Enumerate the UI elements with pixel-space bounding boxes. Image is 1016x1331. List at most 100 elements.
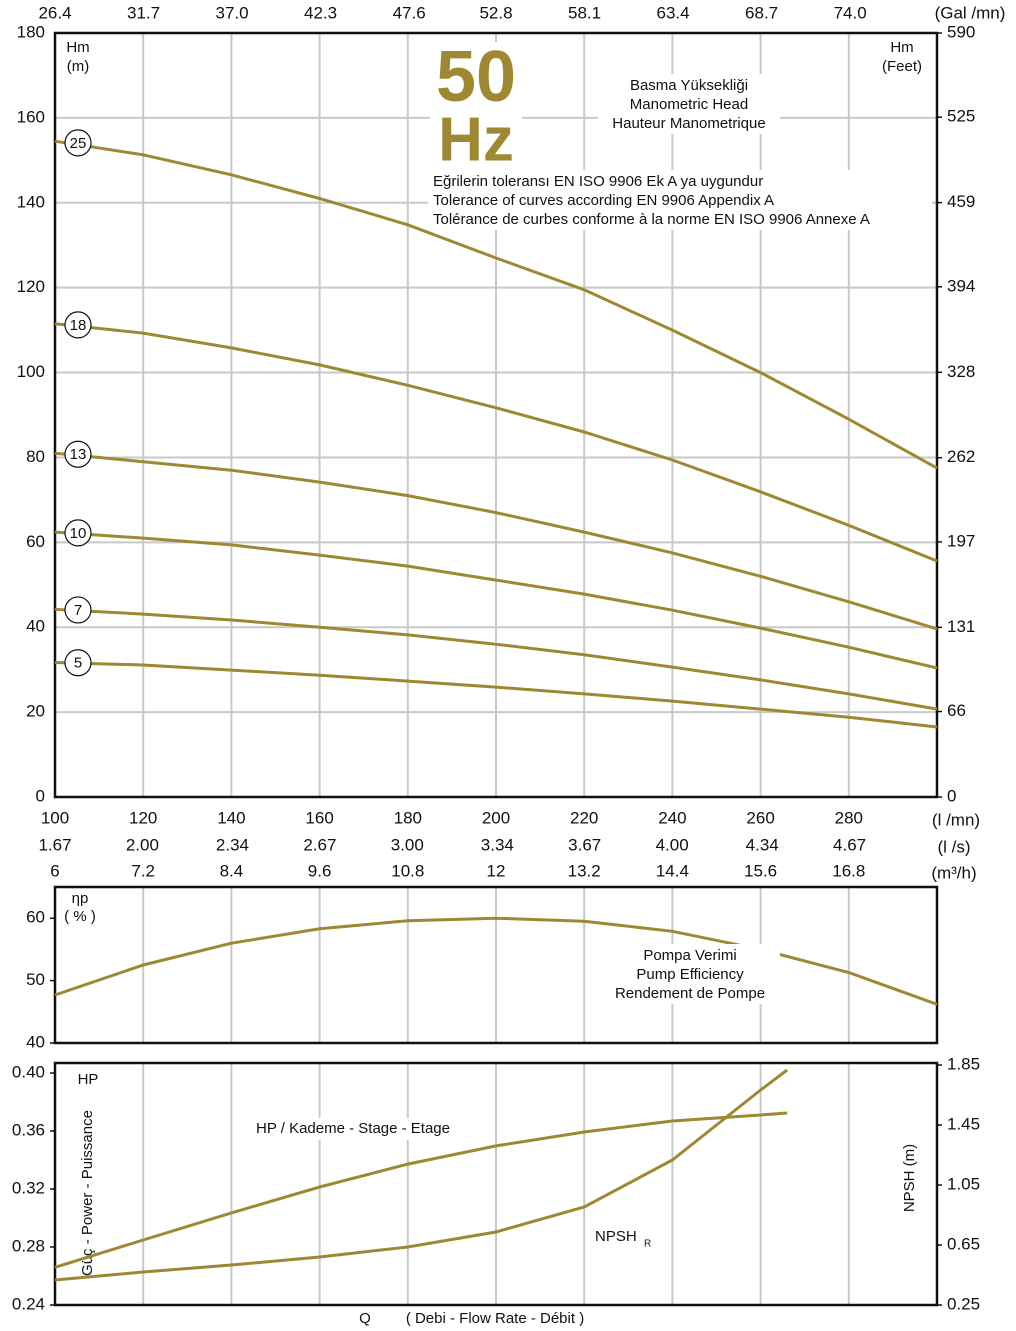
note: Manometric Head [630, 96, 748, 113]
y-tick-label: 60 [26, 532, 45, 551]
y-tick-label: 0.32 [12, 1178, 45, 1197]
head-curve [54, 322, 938, 563]
head-curve [54, 530, 938, 670]
y-axis-label: (m) [67, 58, 90, 75]
x-tick-label: 8.4 [220, 861, 244, 880]
y-tick-label: 0.28 [12, 1236, 45, 1255]
x-tick-label: 3.34 [481, 835, 514, 854]
series-label: HP / Kademe - Stage - Etage [256, 1120, 450, 1137]
y2-tick-label: 1.45 [947, 1114, 980, 1133]
plot-frame [53, 1061, 939, 1307]
note: Tolerance of curves according EN 9906 Ap… [433, 192, 774, 209]
stage-label: 7 [74, 602, 82, 619]
x-tick-label: 7.2 [131, 861, 155, 880]
note: Basma Yüksekliği [630, 77, 748, 94]
note: Tolérance de curbes conforme à la norme … [433, 211, 870, 228]
power-curve [54, 1111, 788, 1269]
y2-tick-label: 590 [947, 22, 975, 41]
head-curve [54, 661, 938, 729]
stage-label: 13 [70, 446, 87, 463]
y-tick-label: 50 [26, 970, 45, 989]
y2-tick-label: 66 [947, 701, 966, 720]
efficiency-curve [54, 916, 938, 1006]
stage-marker [64, 129, 92, 157]
x-tick-label: 2.34 [216, 835, 249, 854]
y2-tick-label: 131 [947, 617, 975, 636]
x-tick-label: 10.8 [391, 861, 424, 880]
y2-tick-label: 0.65 [947, 1234, 980, 1253]
power-curve [54, 1068, 789, 1282]
label-bg [600, 944, 780, 1004]
x-tick-label: 2.00 [126, 835, 159, 854]
x-axis-label: Q [359, 1310, 371, 1327]
top-axis-label: (Gal /mn) [935, 3, 1006, 22]
y2-tick-label: 1.85 [947, 1054, 980, 1073]
x-tick-label: 160 [305, 808, 333, 827]
label-bg [430, 42, 522, 170]
y-tick-label: 40 [26, 617, 45, 636]
x-tick-label: 200 [482, 808, 510, 827]
stage-label: 5 [74, 655, 82, 672]
stage-label: 18 [70, 317, 87, 334]
series-label: NPSH [595, 1228, 637, 1245]
y-tick-label: 120 [17, 277, 45, 296]
x-tick-label: 13.2 [568, 861, 601, 880]
x-tick-label: 4.00 [656, 835, 689, 854]
note: Eğrilerin toleransı EN ISO 9906 Ek A ya … [433, 173, 763, 190]
series-label-sub: R [644, 1239, 651, 1250]
y2-tick-label: 525 [947, 107, 975, 126]
x-tick-label: 3.67 [568, 835, 601, 854]
y-tick-label: 20 [26, 702, 45, 721]
x-axis-label: (m³/h) [931, 863, 976, 882]
x-tick-label: 180 [394, 808, 422, 827]
x-tick-label: 4.67 [833, 835, 866, 854]
note: Rendement de Pompe [615, 985, 765, 1002]
x-tick-label: 4.34 [746, 835, 779, 854]
y-tick-label: 160 [17, 107, 45, 126]
x-tick-label: 16.8 [832, 861, 865, 880]
frequency: 50 [436, 37, 516, 117]
x-tick-label: 2.67 [303, 835, 336, 854]
x-tick-label: 120 [129, 808, 157, 827]
x-tick-label: 260 [746, 808, 774, 827]
stage-marker [64, 596, 92, 624]
head-curve [54, 607, 938, 711]
stage-marker [64, 519, 92, 547]
y-tick-label: 0 [36, 786, 45, 805]
y2-tick-label: 394 [947, 276, 975, 295]
y-tick-label: 40 [26, 1032, 45, 1051]
y2-tick-label: 0 [947, 786, 956, 805]
y2-tick-label: 328 [947, 362, 975, 381]
y-axis-label: Hm [66, 39, 89, 56]
y2-tick-label: 262 [947, 447, 975, 466]
x-tick-label: 140 [217, 808, 245, 827]
plot-frame [53, 31, 939, 799]
stage-marker [64, 440, 92, 468]
y2-axis-label: Hm [890, 39, 913, 56]
y-axis-label: ηp [72, 890, 89, 907]
stage-marker [64, 649, 92, 677]
y2-tick-label: 1.05 [947, 1174, 980, 1193]
note: Pompa Verimi [643, 947, 736, 964]
top-tick-label: 74.0 [834, 3, 867, 22]
top-tick-label: 68.7 [745, 3, 778, 22]
stage-marker [64, 311, 92, 339]
y2-axis-label: NPSH (m) [901, 1144, 918, 1212]
y-tick-label: 140 [17, 192, 45, 211]
stage-label: 10 [70, 525, 87, 542]
top-tick-label: 31.7 [127, 3, 160, 22]
x-axis-label: ( Debi - Flow Rate - Débit ) [406, 1310, 584, 1327]
top-tick-label: 47.6 [393, 3, 426, 22]
note: Pump Efficiency [636, 966, 744, 983]
x-tick-label: 240 [658, 808, 686, 827]
y2-tick-label: 197 [947, 531, 975, 550]
top-tick-label: 63.4 [657, 3, 690, 22]
y-axis-label: Güç - Power - Puissance [79, 1110, 96, 1276]
x-tick-label: 280 [835, 808, 863, 827]
y2-axis-label: (Feet) [882, 58, 922, 75]
x-tick-label: 15.6 [744, 861, 777, 880]
note: Hauteur Manometrique [612, 115, 765, 132]
x-tick-label: 100 [41, 808, 69, 827]
stage-label: 25 [70, 135, 87, 152]
y2-tick-label: 0.25 [947, 1294, 980, 1313]
